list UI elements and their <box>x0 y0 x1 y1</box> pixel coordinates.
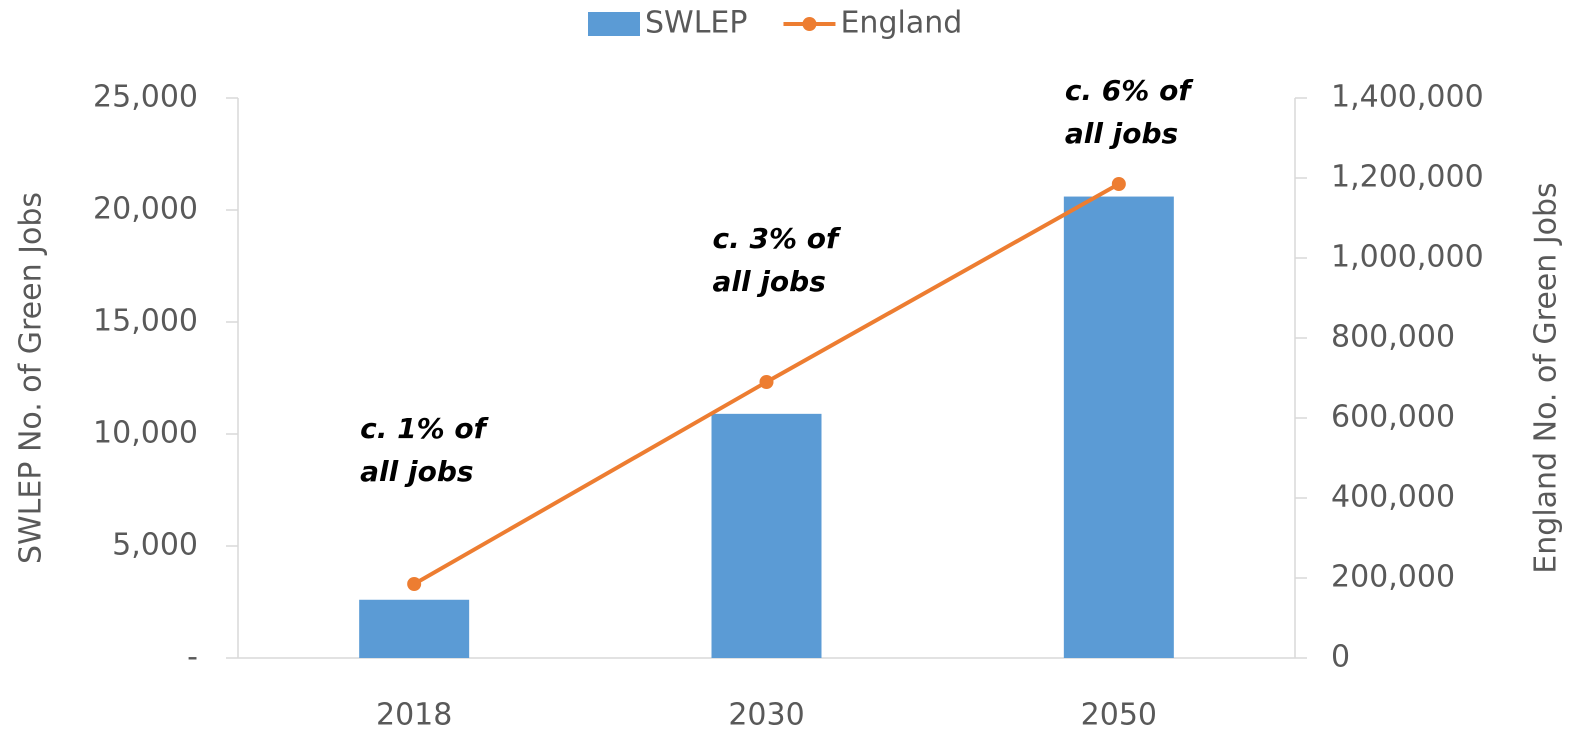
bar <box>359 599 470 658</box>
y-axis-title: SWLEP No. of Green Jobs <box>14 192 49 564</box>
annotation: all jobs <box>713 265 826 298</box>
y-tick-label: 15,000 <box>93 304 198 339</box>
annotation: all jobs <box>360 455 473 488</box>
legend-marker <box>802 17 817 31</box>
bar <box>711 413 822 658</box>
y2-tick-label: 1,000,000 <box>1331 240 1484 275</box>
line-marker <box>407 577 422 591</box>
x-tick-label: 2030 <box>728 698 804 733</box>
y2-tick-label: 200,000 <box>1331 560 1455 595</box>
legend-label: England <box>840 6 962 41</box>
y2-tick-label: 1,200,000 <box>1331 160 1484 195</box>
y-tick-label: - <box>187 640 198 675</box>
annotation: c. 3% of <box>713 222 843 255</box>
y2-tick-label: 1,400,000 <box>1331 80 1484 115</box>
y2-axis-title: England No. of Green Jobs <box>1529 182 1564 573</box>
annotation: c. 6% of <box>1065 74 1195 107</box>
annotation: c. 1% of <box>360 412 490 445</box>
y2-tick-label: 400,000 <box>1331 480 1455 515</box>
x-tick-label: 2050 <box>1081 698 1157 733</box>
line-marker <box>759 375 774 389</box>
legend-swatch <box>588 12 640 36</box>
y-tick-label: 25,000 <box>93 80 198 115</box>
bar <box>1063 196 1174 658</box>
line-marker <box>1111 177 1126 191</box>
annotation: all jobs <box>1065 117 1178 150</box>
y-tick-label: 10,000 <box>93 416 198 451</box>
y2-tick-label: 600,000 <box>1331 400 1455 435</box>
y2-tick-label: 800,000 <box>1331 320 1455 355</box>
legend-label: SWLEP <box>645 6 747 41</box>
y2-tick-label: 0 <box>1331 640 1350 675</box>
x-tick-label: 2018 <box>376 698 452 733</box>
y-tick-label: 5,000 <box>112 528 198 563</box>
y-tick-label: 20,000 <box>93 192 198 227</box>
